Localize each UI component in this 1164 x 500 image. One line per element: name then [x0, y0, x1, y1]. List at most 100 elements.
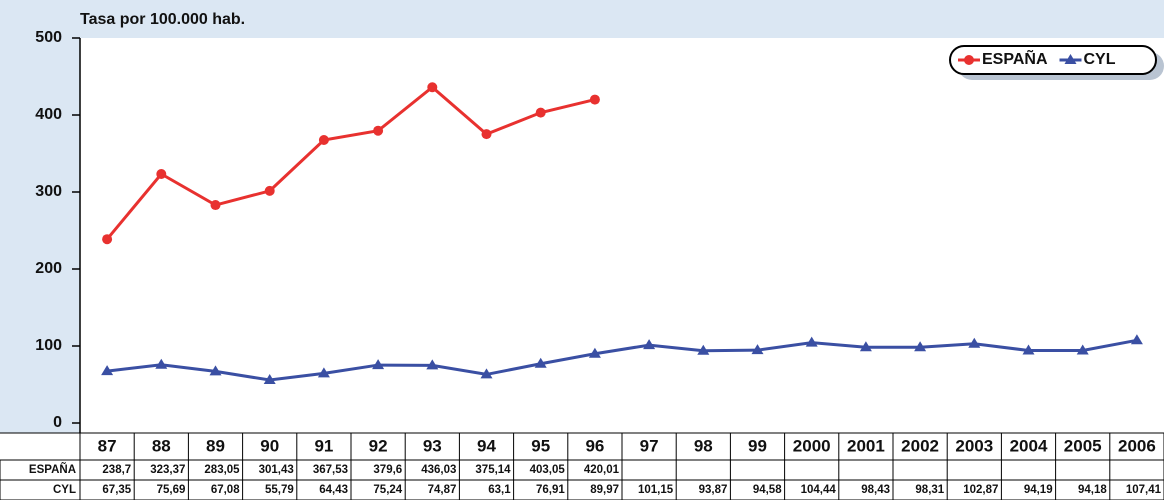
point: [373, 125, 384, 136]
x-tick-label: 93: [423, 436, 442, 455]
table-cell: 98,31: [915, 484, 944, 496]
table-cell: 420,01: [584, 464, 620, 476]
y-tick-label: 500: [35, 29, 62, 46]
table-cell: 76,91: [536, 484, 565, 496]
table-cell: 67,08: [211, 484, 240, 496]
y-tick-label: 100: [35, 337, 62, 354]
table-cell: 75,69: [157, 484, 186, 496]
table-cell: 323,37: [150, 464, 185, 476]
table-cell: 89,97: [590, 484, 619, 496]
point: [588, 347, 601, 358]
point: [481, 129, 492, 140]
x-tick-label: 89: [206, 436, 225, 455]
chart-title: Tasa por 100.000 hab.: [80, 11, 245, 28]
table-cell: 75,24: [373, 484, 402, 496]
x-tick-label: 94: [477, 436, 496, 455]
point: [264, 185, 275, 196]
point: [1076, 344, 1089, 355]
plot-area: [80, 38, 1164, 433]
y-tick-label: 400: [35, 106, 62, 123]
x-tick-label: 98: [694, 436, 713, 455]
point: [101, 365, 114, 376]
point: [914, 341, 927, 352]
point: [318, 135, 329, 146]
table-cell: 74,87: [428, 484, 457, 496]
point: [102, 234, 113, 245]
x-tick-label: 97: [640, 436, 659, 455]
point: [209, 365, 222, 376]
x-tick-label: 2003: [955, 436, 993, 455]
x-tick-label: 87: [98, 436, 117, 455]
y-tick-label: 200: [35, 260, 62, 277]
x-tick-label: 2006: [1118, 436, 1156, 455]
point: [968, 337, 981, 348]
point: [751, 344, 764, 355]
series-line: [105, 85, 596, 241]
x-tick-label: 2005: [1064, 436, 1102, 455]
series-line: [106, 338, 1138, 382]
legend-box: [949, 45, 1157, 75]
x-tick-label: 99: [748, 436, 767, 455]
table-cell: 436,03: [421, 464, 456, 476]
point: [534, 357, 547, 368]
point: [317, 367, 330, 378]
point: [697, 344, 710, 355]
table-cell: 101,15: [638, 484, 674, 496]
x-tick-label: 96: [585, 436, 604, 455]
point: [372, 359, 385, 370]
table-cell: 238,7: [102, 464, 131, 476]
table-cell: 94,58: [753, 484, 782, 496]
point: [1022, 344, 1035, 355]
point: [535, 107, 546, 118]
table-cell: 104,44: [801, 484, 837, 496]
point: [155, 358, 168, 369]
x-tick-label: 2002: [901, 436, 939, 455]
legend-marker: [1064, 54, 1077, 64]
table-cell: 67,35: [102, 484, 131, 496]
table-row-label: ESPAÑA: [29, 463, 76, 476]
legend: ESPAÑA CYL: [949, 45, 1164, 80]
point: [643, 339, 656, 350]
table-cell: 63,1: [488, 484, 511, 496]
table-row-label: CYL: [53, 484, 76, 496]
table-cell: 301,43: [259, 464, 294, 476]
point: [859, 341, 872, 352]
table-cell: 102,87: [963, 484, 998, 496]
point: [426, 359, 439, 370]
x-tick-label: 91: [314, 436, 333, 455]
point: [156, 169, 167, 180]
point: [263, 374, 276, 385]
table-cell: 64,43: [319, 484, 348, 496]
table-cell: 94,18: [1078, 484, 1107, 496]
legend-marker: [964, 55, 974, 65]
y-tick-label: 0: [53, 414, 62, 431]
point: [589, 94, 600, 105]
point: [1130, 334, 1143, 345]
table-cell: 55,79: [265, 484, 294, 496]
table-cell: 403,05: [530, 464, 566, 476]
x-tick-label: 88: [152, 436, 171, 455]
y-tick-label: 300: [35, 183, 62, 200]
table-cell: 98,43: [861, 484, 890, 496]
x-tick-label: 90: [260, 436, 279, 455]
x-tick-label: 2001: [847, 436, 885, 455]
table-cell: 375,14: [475, 464, 511, 476]
point: [480, 368, 493, 379]
table-cell: 94,19: [1024, 484, 1053, 496]
data-table: [0, 433, 1164, 500]
table-cell: 93,87: [699, 484, 728, 496]
point: [210, 200, 221, 211]
legend-label: ESPAÑA: [982, 48, 1048, 68]
x-tick-label: 92: [369, 436, 388, 455]
table-cell: 107,41: [1126, 484, 1162, 496]
table-cell: 283,05: [204, 464, 240, 476]
table-cell: 367,53: [313, 464, 348, 476]
point: [805, 336, 818, 347]
x-tick-label: 95: [531, 436, 550, 455]
point: [427, 82, 438, 93]
table-cell: 379,6: [373, 464, 402, 476]
legend-label: CYL: [1084, 51, 1116, 68]
x-tick-label: 2000: [793, 436, 831, 455]
x-tick-label: 2004: [1010, 436, 1048, 455]
